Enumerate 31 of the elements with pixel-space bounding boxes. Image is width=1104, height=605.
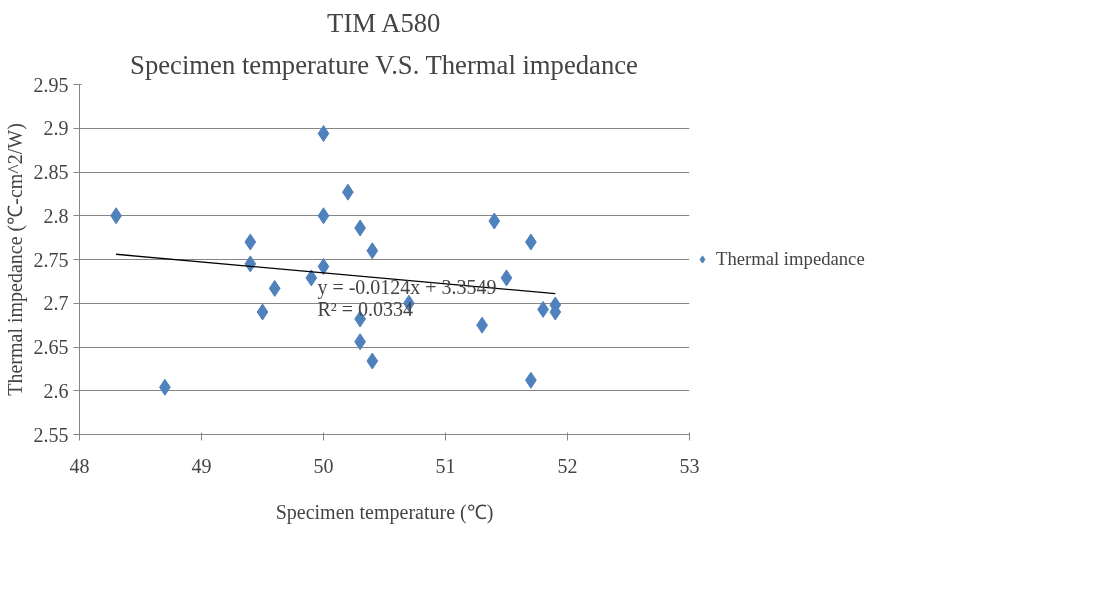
point bbox=[256, 303, 269, 321]
point bbox=[244, 233, 257, 251]
point bbox=[305, 269, 318, 287]
chart-title: TIM A580 bbox=[327, 7, 441, 38]
y-tick-label: 2.95 bbox=[33, 73, 69, 96]
point bbox=[317, 125, 330, 142]
x-tick-label: 53 bbox=[679, 454, 700, 477]
x-tick-label: 52 bbox=[557, 454, 578, 477]
point bbox=[366, 242, 379, 260]
y-tick-label: 2.7 bbox=[43, 292, 69, 315]
y-tick-label: 2.55 bbox=[33, 423, 69, 446]
y-tick-label: 2.75 bbox=[33, 248, 69, 271]
x-tick-label: 51 bbox=[435, 454, 456, 477]
y-tick-label: 2.85 bbox=[33, 161, 69, 183]
point bbox=[268, 279, 281, 297]
y-tick-label: 2.9 bbox=[43, 117, 69, 140]
y-tick-label: 2.6 bbox=[43, 379, 69, 402]
x-axis-title: Specimen temperature (℃) bbox=[275, 500, 494, 524]
x-tick-label: 48 bbox=[69, 454, 90, 477]
y-tick-label: 2.65 bbox=[33, 336, 69, 358]
point bbox=[488, 212, 501, 230]
point bbox=[317, 258, 330, 275]
point bbox=[500, 269, 513, 287]
chart-subtitle: Specimen temperature V.S. Thermal impedance bbox=[130, 49, 638, 80]
y-tick-label: 2.8 bbox=[43, 204, 69, 227]
y-axis-title: Thermal impedance (℃-cm^2/W) bbox=[3, 123, 27, 396]
x-tick-label: 49 bbox=[191, 454, 212, 477]
point bbox=[366, 352, 379, 370]
x-tick-label: 50 bbox=[313, 454, 334, 477]
point bbox=[317, 207, 330, 225]
legend-label: Thermal impedance bbox=[716, 248, 865, 270]
